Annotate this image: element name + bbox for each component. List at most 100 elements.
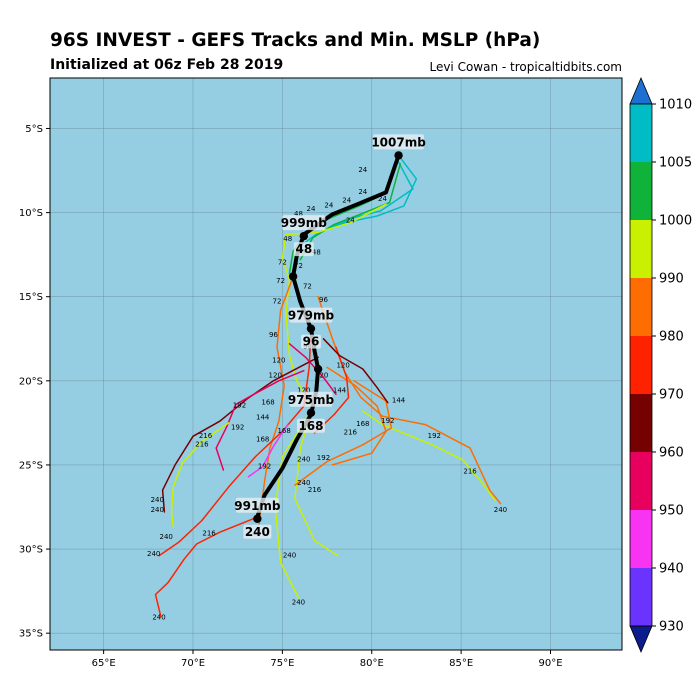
- forecast-hour-label: 96: [319, 296, 328, 304]
- author-credit: Levi Cowan - tropicaltidbits.com: [429, 60, 622, 74]
- pressure-label-text: 999mb: [281, 216, 328, 230]
- mean-hour-label-text: 168: [298, 419, 323, 433]
- forecast-hour-label: 240: [151, 506, 164, 514]
- forecast-hour-label: 72: [276, 277, 285, 285]
- mean-hour-label-text: 96: [303, 335, 320, 349]
- forecast-hour-label: 216: [463, 467, 477, 475]
- member-track-line: [281, 203, 387, 557]
- forecast-hour-label: 120: [297, 387, 310, 395]
- lon-tick-label: 80°E: [360, 658, 384, 669]
- forecast-hour-label: 240: [283, 551, 296, 559]
- member-track-line: [299, 163, 402, 261]
- member-track-line: [247, 423, 289, 478]
- lat-tick-label: 30°S: [19, 545, 43, 556]
- lat-tick-label: 5°S: [25, 124, 43, 135]
- forecast-hour-label: 72: [303, 282, 312, 290]
- chart-title: 96S INVEST - GEFS Tracks and Min. MSLP (…: [50, 30, 541, 51]
- member-track-line: [362, 410, 496, 502]
- colorbar-segment: [630, 510, 652, 569]
- forecast-hour-label: 24: [358, 166, 367, 174]
- forecast-hour-label: 144: [392, 397, 406, 405]
- mean-track-marker: [313, 364, 323, 374]
- colorbar-segment: [630, 104, 652, 163]
- member-track-line: [294, 380, 393, 486]
- colorbar-label: 980: [659, 330, 684, 345]
- member-track-line: [170, 422, 230, 528]
- lon-tick-label: 85°E: [449, 658, 473, 669]
- forecast-hour-label: 192: [381, 417, 394, 425]
- member-track-line: [322, 338, 389, 404]
- lon-tick-label: 90°E: [538, 658, 562, 669]
- colorbar-segment: [630, 162, 652, 221]
- forecast-hour-label: 48: [283, 235, 292, 243]
- mean-hour-label: 48: [293, 242, 314, 257]
- pressure-label-text: 991mb: [234, 499, 281, 513]
- colorbar-label: 970: [659, 388, 684, 403]
- axis-tick-labels: 65°E 70°E 75°E 80°E 85°E 90°E 5°S 10°S 15°S 20°S 2…: [19, 124, 563, 669]
- forecast-hour-label: 192: [317, 454, 330, 462]
- mean-hour-label-bg: [293, 242, 314, 257]
- forecast-hour-label: 216: [202, 530, 216, 538]
- colorbar-bottom-arrow: [629, 625, 653, 654]
- forecast-hour-label: 240: [160, 533, 173, 541]
- colorbar-label: 1000: [659, 214, 692, 229]
- colorbar-segment: [630, 278, 652, 337]
- pressure-colorbar: 1010 1005 1000 990 980 970 960 950 940 930: [629, 76, 692, 654]
- forecast-hour-label: 24: [378, 195, 387, 203]
- mean-hour-label-bg: [296, 418, 325, 433]
- forecast-hour-label: 48: [294, 210, 303, 218]
- forecast-hour-label: 96: [269, 331, 278, 339]
- pressure-label: 999mb: [281, 215, 328, 231]
- colorbar-label: 1005: [659, 156, 692, 171]
- lon-tick-label: 70°E: [181, 658, 205, 669]
- member-track-line: [158, 327, 312, 557]
- mean-track-marker: [306, 408, 316, 417]
- mean-track-marker: [306, 324, 316, 333]
- mean-hour-label: 240: [243, 524, 272, 539]
- forecast-hour-label: 144: [256, 414, 270, 422]
- lon-tick-label: 75°E: [270, 658, 294, 669]
- member-track-line: [326, 366, 387, 466]
- mean-track-marker: [299, 231, 309, 241]
- colorbar-segment: [630, 336, 652, 395]
- member-track-line: [154, 516, 259, 618]
- forecast-hour-label: 120: [336, 361, 349, 369]
- mean-track-marker: [288, 272, 298, 281]
- member-track-line: [313, 346, 350, 434]
- member-track-line: [215, 369, 305, 471]
- mean-hour-label-bg: [243, 524, 272, 539]
- forecast-hour-label: 72: [278, 259, 287, 267]
- mean-hour-label: 96: [300, 334, 321, 349]
- pressure-label-text: 975mb: [288, 393, 335, 407]
- forecast-hour-label: 240: [292, 599, 305, 607]
- mean-hour-label-bg: [300, 334, 321, 349]
- forecast-hour-label: 120: [269, 371, 282, 379]
- pressure-label-bg: [289, 391, 333, 407]
- forecast-hour-label: 216: [344, 429, 358, 437]
- colorbar-segment: [630, 394, 652, 453]
- member-track-line: [328, 158, 414, 229]
- lat-tick-label: 25°S: [19, 460, 43, 471]
- forecast-hour-label: 192: [258, 462, 271, 470]
- forecast-hour-label: 120: [272, 356, 285, 364]
- forecast-hour-label: 240: [147, 550, 160, 558]
- forecast-hour-label: 72: [273, 297, 282, 305]
- forecast-hour-label: 144: [333, 387, 347, 395]
- forecast-hour-label: 216: [195, 440, 209, 448]
- mean-track-marker: [394, 151, 403, 160]
- mean-track-marker: [253, 514, 262, 523]
- pressure-label: 1007mb: [371, 134, 426, 150]
- member-track-line: [161, 356, 319, 513]
- forecast-hour-label: 120: [315, 371, 328, 379]
- forecast-hour-label: 216: [308, 486, 322, 494]
- lat-tick-label: 20°S: [19, 376, 43, 387]
- forecast-hour-label: 24: [342, 196, 351, 204]
- forecast-hour-label: 216: [199, 432, 213, 440]
- mean-hour-label: 168: [296, 418, 325, 433]
- map-frame: [49, 77, 623, 651]
- pressure-label-text: 979mb: [288, 309, 335, 323]
- forecast-hour-label: 168: [356, 420, 369, 428]
- chart-subtitle: Initialized at 06z Feb 28 2019: [50, 57, 284, 73]
- lon-tick-label: 65°E: [92, 658, 116, 669]
